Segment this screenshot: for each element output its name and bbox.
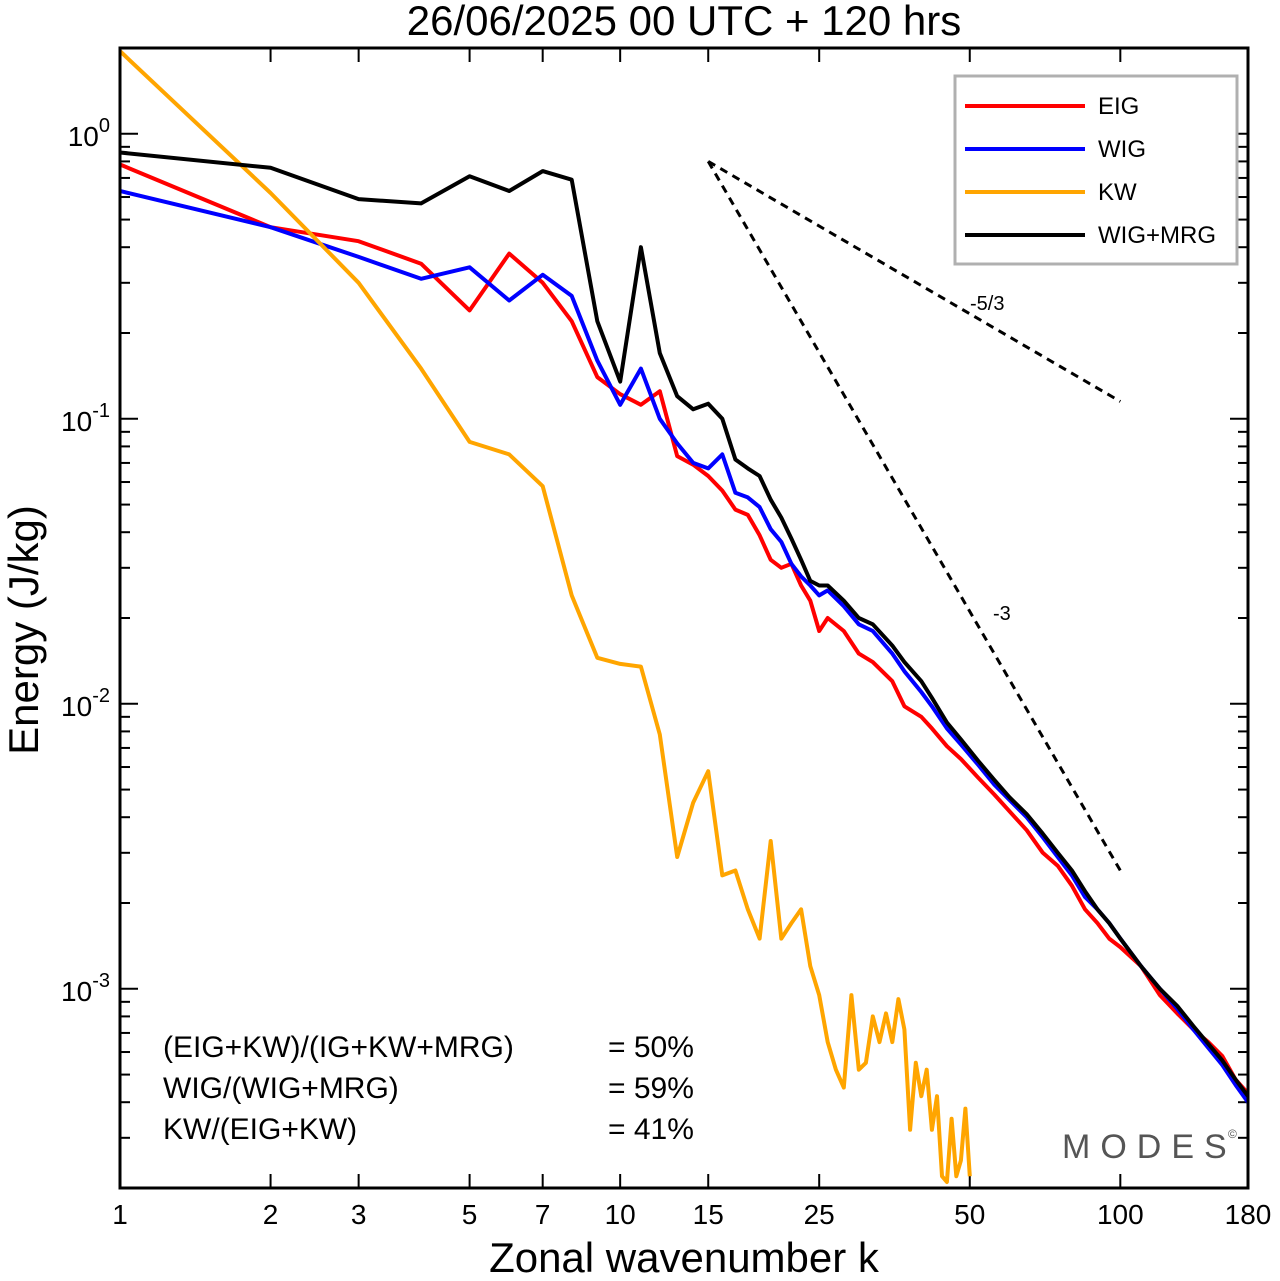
reference-line-minus-3 <box>706 160 1122 872</box>
y-tick-label: 10-2 <box>61 685 110 722</box>
modes-watermark: MODES <box>1062 1128 1237 1166</box>
series-lines <box>120 49 1248 1184</box>
x-tick-label: 50 <box>954 1199 985 1230</box>
x-tick-label: 25 <box>804 1199 835 1230</box>
series-line-eig <box>120 162 1248 1095</box>
x-tick-label: 3 <box>351 1199 367 1230</box>
legend: EIG WIG KW WIG+MRG <box>953 74 1239 266</box>
plot-frame <box>118 46 1250 1190</box>
series-line-kw <box>120 49 972 1184</box>
slope-label-minus-3: -3 <box>993 603 1011 625</box>
y-tick-label: 10-1 <box>61 400 110 437</box>
reference-slope-lines: -5/3 -3 <box>706 160 1122 872</box>
ratio-annotations: (EIG+KW)/(IG+KW+MRG) = 50% WIG/(WIG+MRG) = … <box>163 1031 694 1146</box>
ratio-value: = 50% <box>608 1031 694 1064</box>
ratio-value: = 59% <box>608 1072 694 1105</box>
x-tick-label: 10 <box>605 1199 636 1230</box>
legend-label: EIG <box>1098 93 1139 120</box>
x-tick-label: 5 <box>462 1199 478 1230</box>
axis-ticks: 1 2 3 5 7 10 15 25 50 100 180 100 10-1 10-2 10-3 <box>61 47 1272 1230</box>
x-tick-label: 180 <box>1225 1199 1272 1230</box>
ratio-label: WIG/(WIG+MRG) <box>163 1072 399 1105</box>
legend-label: WIG+MRG <box>1098 222 1216 249</box>
ratio-value: = 41% <box>608 1113 694 1146</box>
x-tick-label: 1 <box>112 1199 128 1230</box>
x-axis-title: Zonal wavenumber k <box>489 1234 880 1281</box>
y-axis-title: Energy (J/kg) <box>0 505 47 755</box>
x-tick-label: 2 <box>263 1199 279 1230</box>
y-tick-label: 100 <box>68 115 110 152</box>
slope-label-minus-5-3: -5/3 <box>970 293 1004 315</box>
x-tick-label: 7 <box>535 1199 551 1230</box>
x-tick-label: 15 <box>693 1199 724 1230</box>
copyright-mark: © <box>1228 1127 1237 1141</box>
legend-label: WIG <box>1098 136 1146 163</box>
series-line-wig <box>120 189 1248 1104</box>
y-tick-label: 10-3 <box>61 970 110 1007</box>
x-tick-label: 100 <box>1097 1199 1144 1230</box>
reference-line-minus-5-3 <box>707 160 1122 403</box>
chart-title: 26/06/2025 00 UTC + 120 hrs <box>407 0 962 44</box>
legend-label: KW <box>1098 179 1137 206</box>
ratio-label: (EIG+KW)/(IG+KW+MRG) <box>163 1031 514 1064</box>
ratio-label: KW/(EIG+KW) <box>163 1113 357 1146</box>
series-line-wig-mrg <box>120 150 1248 1098</box>
